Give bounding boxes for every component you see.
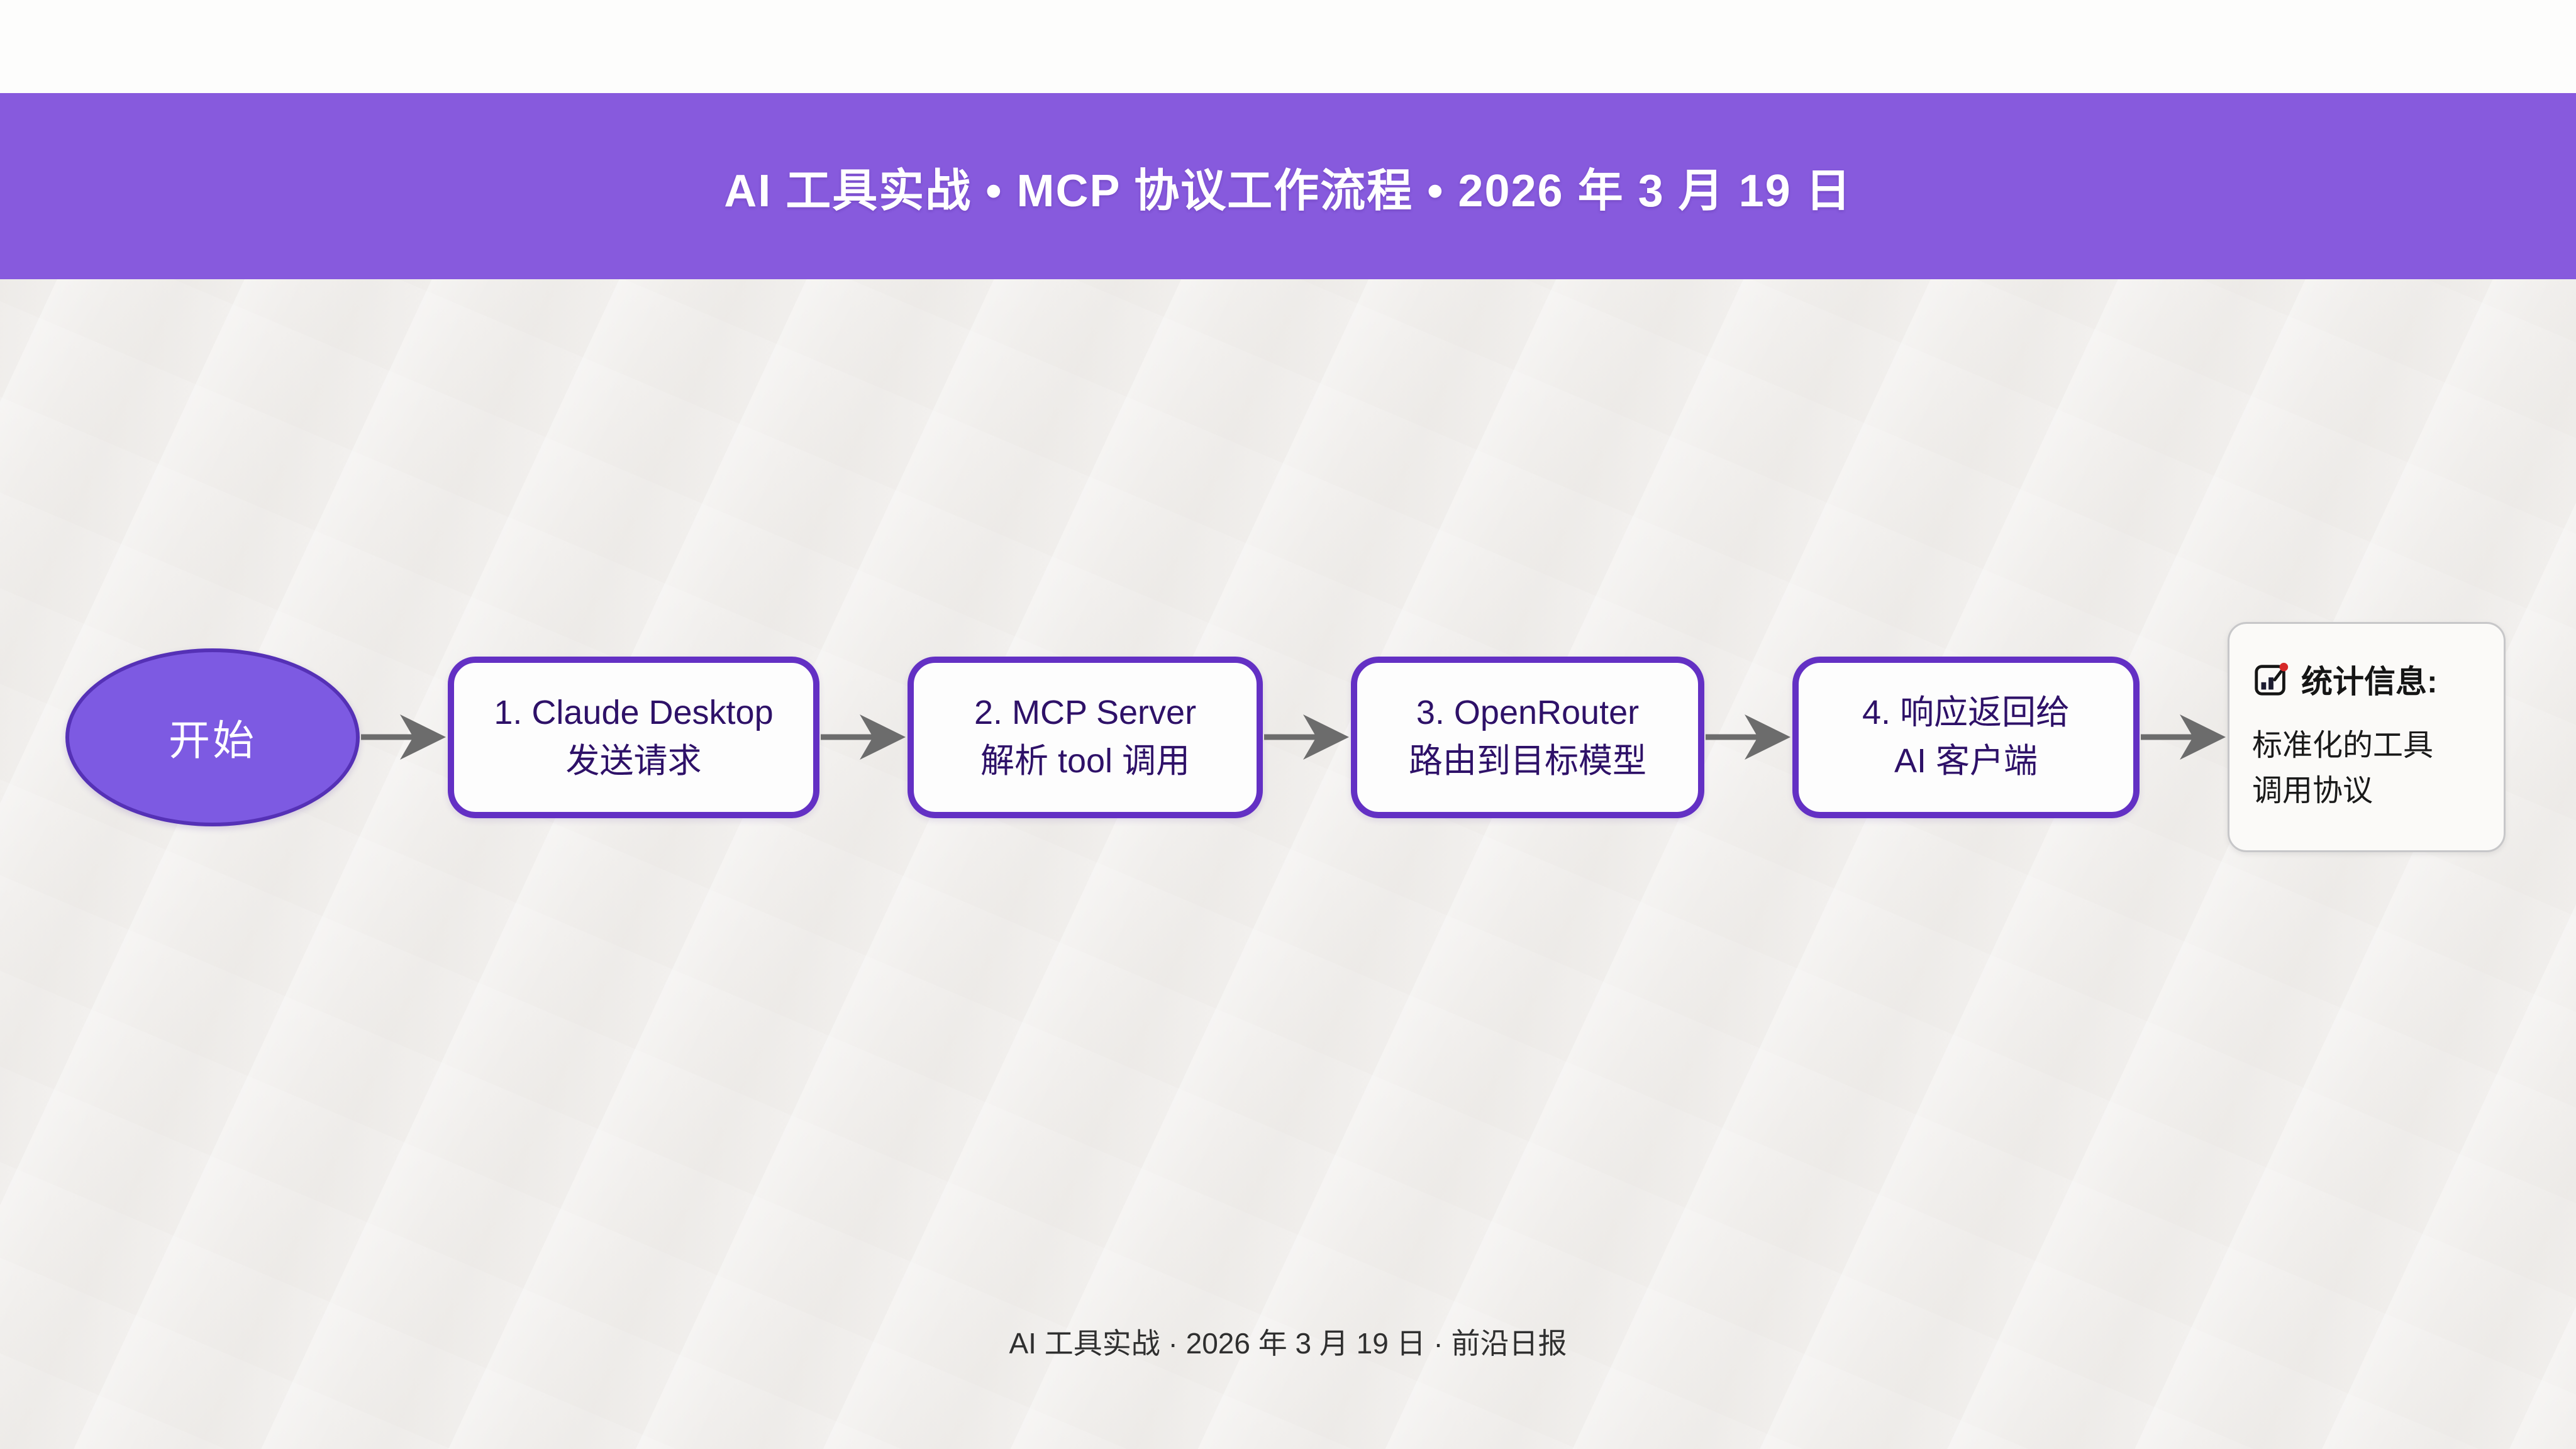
flow-step-2-line1: 2. MCP Server: [974, 694, 1197, 732]
flow-step-4-line1: 4. 响应返回给: [1862, 694, 2070, 732]
flow-arrow-icon: [819, 709, 908, 765]
flowchart: 开始 1. Claude Desktop 发送请求 2. MCP Server …: [65, 622, 2511, 852]
bar-chart-icon: [2252, 660, 2291, 699]
flow-step-2: 2. MCP Server 解析 tool 调用: [908, 656, 1263, 818]
stats-card: 统计信息: 标准化的工具 调用协议: [2228, 622, 2506, 852]
flow-step-3-line2: 路由到目标模型: [1409, 742, 1646, 780]
page-title: AI 工具实战 • MCP 协议工作流程 • 2026 年 3 月 19 日: [724, 165, 1852, 216]
flow-arrow-icon: [2140, 709, 2228, 765]
flow-step-4-line2: AI 客户端: [1894, 742, 2038, 780]
footer-caption: AI 工具实战 · 2026 年 3 月 19 日 · 前沿日报: [1009, 1327, 1567, 1360]
flow-step-1-line2: 发送请求: [565, 742, 702, 780]
flow-step-4: 4. 响应返回给 AI 客户端: [1792, 656, 2140, 818]
stats-title: 统计信息:: [2301, 664, 2438, 699]
stats-title-row: 统计信息:: [2252, 657, 2481, 702]
flow-arrow-icon: [360, 709, 448, 765]
flow-step-2-line2: 解析 tool 调用: [980, 742, 1191, 780]
flow-arrow-icon: [1263, 709, 1351, 765]
flow-step-3-line1: 3. OpenRouter: [1416, 694, 1640, 732]
stats-body-line: 标准化的工具: [2252, 729, 2434, 762]
flow-start-node: 开始: [65, 648, 360, 826]
flow-start-label: 开始: [169, 717, 257, 763]
stats-body-line: 调用协议: [2252, 774, 2373, 808]
flow-step-1-line1: 1. Claude Desktop: [494, 694, 774, 732]
flow-step-3: 3. OpenRouter 路由到目标模型: [1351, 656, 1704, 818]
stats-body: 标准化的工具 调用协议: [2252, 723, 2481, 814]
top-white-strip: [0, 0, 2576, 93]
flow-step-1: 1. Claude Desktop 发送请求: [448, 656, 819, 818]
flow-arrow-icon: [1704, 709, 1792, 765]
header-banner: AI 工具实战 • MCP 协议工作流程 • 2026 年 3 月 19 日: [0, 93, 2576, 279]
